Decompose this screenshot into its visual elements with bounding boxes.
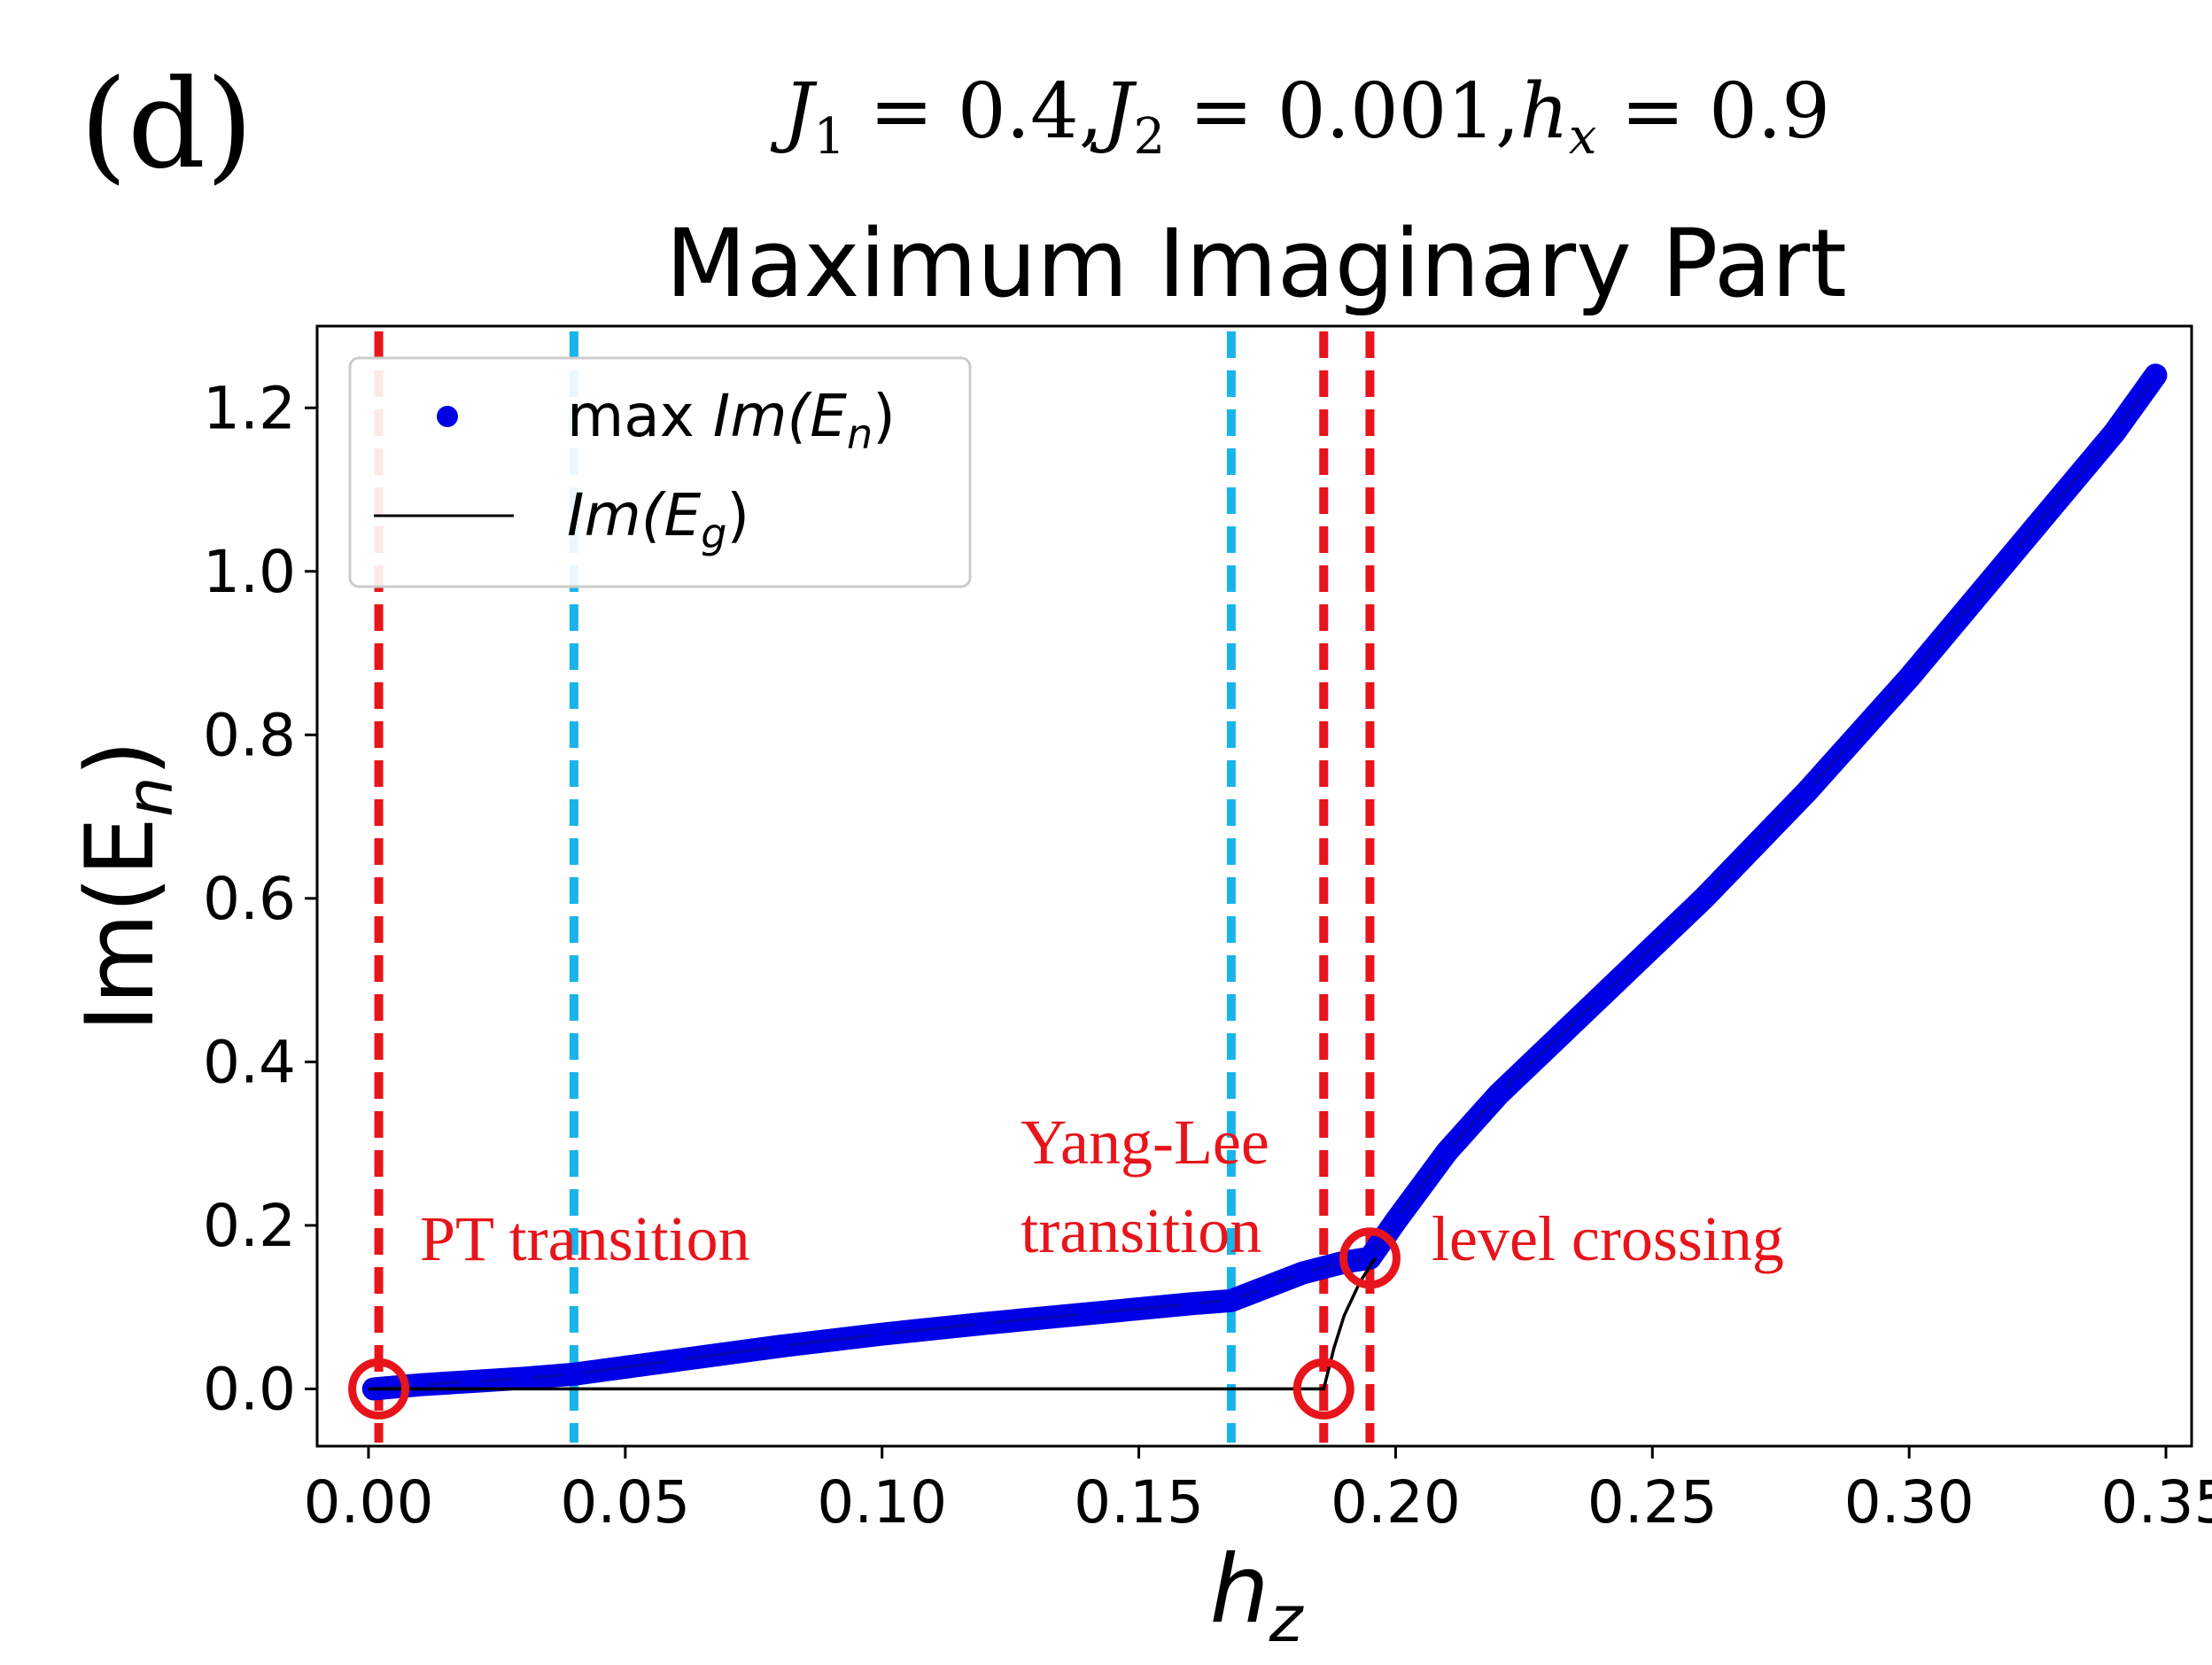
series-max-im-point: [1360, 1248, 1380, 1268]
y-tick-label: 0.2: [203, 1192, 296, 1260]
param-hx-val: = 0.9: [1596, 67, 1830, 156]
series-max-im-point: [409, 1374, 430, 1395]
y-tick-label: 0.8: [203, 701, 296, 769]
x-tick-label: 0.00: [303, 1468, 433, 1537]
y-tick-label: 0.6: [203, 865, 296, 933]
series-max-im-point: [872, 1324, 892, 1344]
x-tick-label: 0.30: [1844, 1468, 1975, 1537]
param-j1-sub: 1: [814, 108, 846, 166]
legend-label-ground: Im(Eg): [567, 481, 749, 557]
series-max-im-point: [461, 1372, 481, 1392]
series-max-im-point: [1077, 1303, 1098, 1324]
y-tick-label: 0.4: [203, 1028, 296, 1096]
annotations: PT transition Yang-Lee transition level cro…: [420, 1107, 1784, 1274]
legend-label-max: max Im(En): [567, 382, 896, 458]
param-j2-sub: 2: [1134, 108, 1166, 166]
series-max-im-point: [2105, 422, 2125, 442]
series-max-im-point: [1257, 1277, 1277, 1297]
param-j1-val: = 0.4,: [845, 67, 1103, 156]
series-max-im-point: [1180, 1294, 1200, 1314]
legend-marker-max: [437, 406, 458, 427]
series-max-im-point: [1797, 782, 1817, 802]
series-ground-im: [368, 1257, 1377, 1391]
series-max-im-point: [974, 1313, 995, 1334]
x-tick-label: 0.15: [1074, 1468, 1204, 1537]
annotation-text: Yang-Lee: [1021, 1107, 1269, 1178]
transition-circles: [348, 1227, 1401, 1420]
param-hx: h: [1519, 67, 1568, 156]
param-j2-val: = 0.001,: [1165, 67, 1519, 156]
series-max-im-point: [1437, 1141, 1457, 1162]
x-tick-label: 0.20: [1331, 1468, 1461, 1537]
param-j1: J: [770, 67, 818, 156]
transition-lines: [374, 331, 1375, 1443]
x-tick-label: 0.10: [817, 1468, 947, 1537]
y-tick-label: 1.2: [203, 374, 296, 442]
series-max-im-core: [373, 374, 2157, 1390]
axis-ticks: 0.00 0.05 0.10 0.15 0.20 0.25 0.30 0.35 0.0 0.2 0.…: [203, 374, 2212, 1537]
series-max-im-point: [512, 1368, 532, 1389]
annotation-text: transition: [1021, 1195, 1261, 1266]
series-max-im-point: [769, 1336, 789, 1357]
panel-label: (d): [80, 53, 253, 196]
transition-circle: [348, 1358, 410, 1420]
x-tick-label: 0.05: [560, 1468, 690, 1537]
series-max-im-point: [2146, 365, 2166, 385]
y-tick-label: 0.0: [203, 1355, 296, 1423]
legend: max Im(En) Im(Eg): [348, 356, 972, 588]
series-max-im-point: [1385, 1211, 1406, 1232]
series-max-im-point: [1221, 1290, 1241, 1311]
x-tick-label: 0.35: [2101, 1468, 2212, 1537]
series-max-im-point: [1488, 1085, 1509, 1105]
annotation-text: level crossing: [1432, 1203, 1784, 1274]
series-max-im-point: [1899, 667, 1920, 688]
x-axis-label: hz: [1210, 1535, 1305, 1656]
y-axis-label: Im(En): [66, 740, 187, 1032]
legend-box: [348, 356, 972, 588]
series-max-im-point: [666, 1350, 687, 1371]
series-max-im-point: [2002, 545, 2022, 565]
transition-circle: [1339, 1227, 1401, 1289]
annotation-text: PT transition: [420, 1203, 750, 1274]
series-max-im-point: [1694, 888, 1714, 908]
transition-circle: [1292, 1358, 1354, 1420]
series-max-im-point: [1293, 1263, 1314, 1283]
y-tick-label: 1.0: [203, 538, 296, 606]
series-max-im-point: [563, 1364, 584, 1384]
param-hx-sub: x: [1569, 108, 1597, 166]
params-line: J1 = 0.4,J2 = 0.001,hx = 0.9: [770, 67, 1830, 166]
series-max-im-point: [1591, 986, 1611, 1007]
chart-title: Maximum Imaginary Part: [665, 209, 1847, 318]
x-tick-label: 0.25: [1587, 1468, 1718, 1537]
